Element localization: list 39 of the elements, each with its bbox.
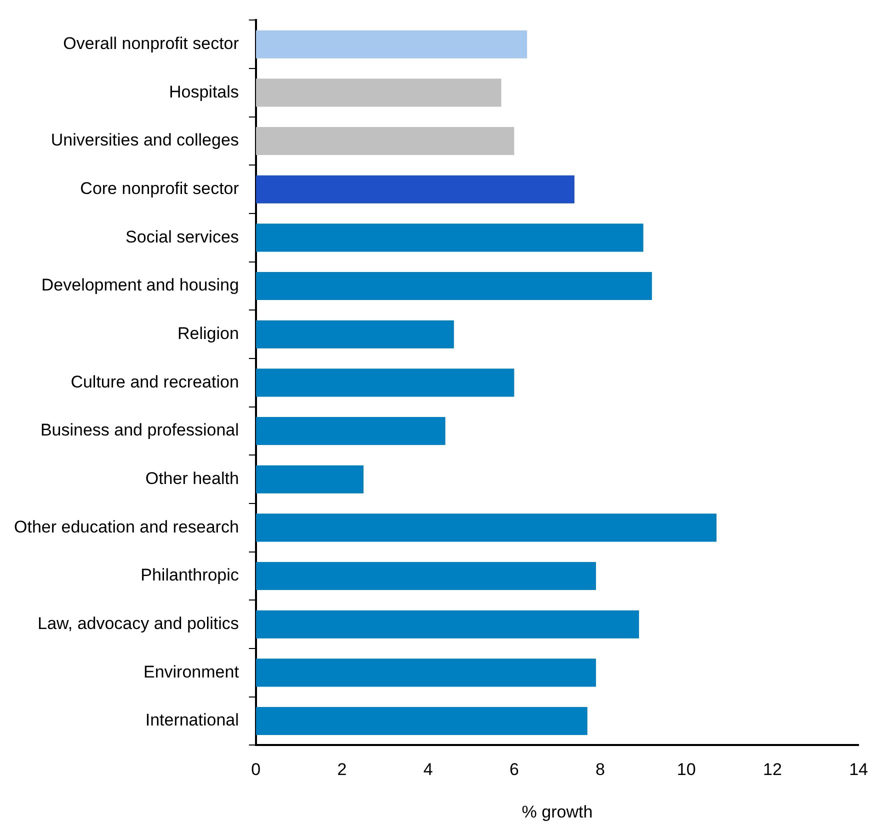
y-tick-label: Environment [143, 662, 240, 682]
x-tick-label: 0 [251, 760, 261, 780]
y-tick-label: Universities and colleges [50, 130, 239, 150]
y-tick-label: Religion [177, 324, 239, 344]
y-tick-label: Philanthropic [140, 566, 240, 585]
bar [256, 658, 596, 687]
y-tick-label: Social services [126, 227, 239, 246]
bar [256, 562, 596, 590]
y-tick-label: Hospitals [168, 82, 239, 102]
bar [256, 368, 514, 397]
y-tick-label: Law, advocacy and politics [38, 614, 239, 634]
x-tick-label: 14 [849, 760, 868, 780]
x-tick-label: 4 [423, 760, 433, 780]
y-tick-label: International [145, 710, 239, 730]
y-tick-label: Other health [145, 469, 239, 488]
y-tick-label: Business and professional [40, 420, 239, 440]
y-tick-label: Development and housing [41, 276, 239, 295]
x-tick-label: 12 [762, 760, 782, 780]
y-tick-label: Overall nonprofit sector [63, 34, 240, 54]
x-axis-title: % growth [522, 802, 593, 822]
bar [256, 320, 454, 348]
bar [256, 224, 644, 252]
y-tick-label: Core nonprofit sector [80, 179, 240, 198]
x-tick-label: 8 [596, 760, 606, 780]
bar [256, 514, 716, 542]
bar [256, 707, 588, 736]
x-tick-label: 2 [337, 760, 347, 780]
bar [256, 610, 640, 638]
bar [256, 417, 446, 446]
bar [256, 272, 652, 300]
bar [256, 30, 528, 58]
x-tick-label: 6 [509, 760, 519, 780]
bar [256, 175, 574, 204]
bar [256, 78, 502, 107]
y-tick-label: Other education and research [14, 517, 239, 536]
x-tick-label: 10 [676, 760, 696, 780]
y-tick-label: Culture and recreation [70, 372, 239, 392]
bar [256, 465, 364, 494]
bar [256, 127, 514, 156]
